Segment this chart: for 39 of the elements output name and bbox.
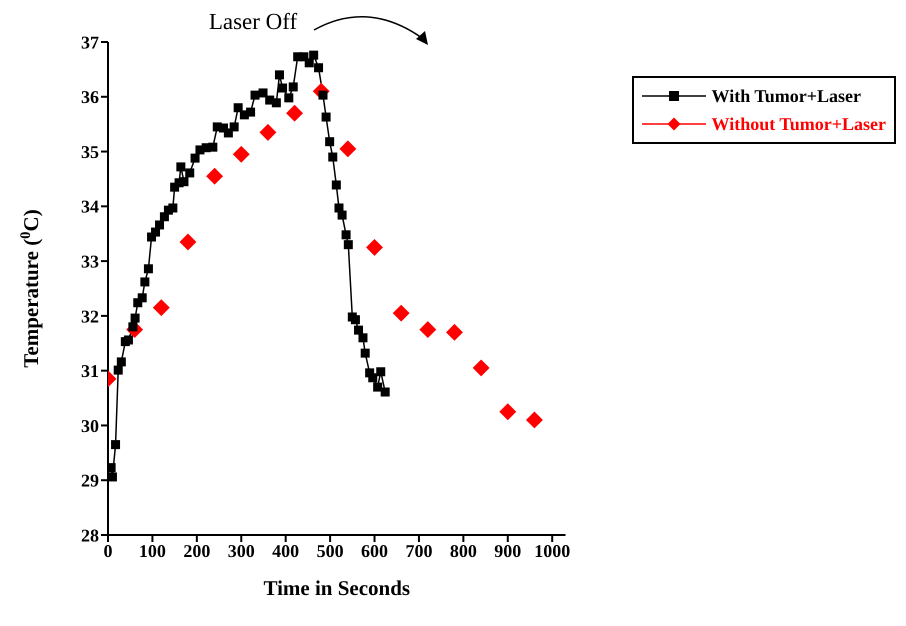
y-tick-label: 35 — [81, 142, 99, 162]
y-tick-label: 34 — [81, 196, 99, 217]
text: Laser Off — [208, 8, 298, 36]
point — [366, 238, 383, 256]
legend-label: Without Tumor+Laser — [712, 114, 886, 134]
point — [339, 140, 356, 158]
x-tick-label: 900 — [494, 540, 522, 561]
point — [286, 104, 304, 122]
x-tick-label: 700 — [405, 540, 432, 561]
x-axis-title: Time in Seconds — [263, 576, 410, 600]
y-tick-label: 29 — [81, 470, 99, 491]
x-tick-label: 0 — [104, 540, 112, 561]
y-tick-label: 30 — [81, 416, 99, 436]
x-tick-label: 600 — [361, 540, 388, 561]
legend-label: With Tumor+Laser — [712, 86, 861, 106]
point — [206, 168, 224, 185]
y-tick-label: 32 — [81, 306, 99, 326]
x-tick-label: 300 — [228, 540, 255, 561]
x-tick-label: 1000 — [534, 540, 570, 561]
point — [180, 233, 196, 250]
x-tick-label: 100 — [138, 540, 166, 561]
x-tick-label: 500 — [316, 540, 344, 561]
point — [446, 324, 463, 341]
point — [392, 304, 410, 322]
point — [526, 412, 543, 428]
x-tick-label: 800 — [450, 540, 477, 561]
y-tick-label: 37 — [81, 32, 99, 52]
point — [499, 403, 516, 420]
point — [259, 124, 276, 141]
y-tick-label: 31 — [81, 361, 99, 382]
y-tick-label: 33 — [81, 252, 99, 272]
point — [232, 146, 250, 163]
y-tick-label: 36 — [81, 87, 99, 108]
point — [472, 359, 490, 376]
x-tick-label: 200 — [183, 540, 210, 561]
point — [152, 299, 170, 316]
point — [419, 321, 436, 338]
y-tick-label: 28 — [81, 525, 99, 546]
x-tick-label: 400 — [272, 540, 300, 561]
